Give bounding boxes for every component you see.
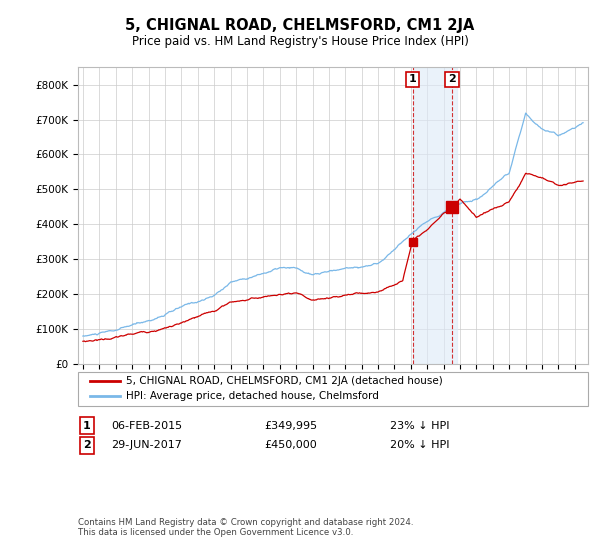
Text: HPI: Average price, detached house, Chelmsford: HPI: Average price, detached house, Chel…	[126, 391, 379, 402]
Text: 1: 1	[83, 421, 91, 431]
Text: 2: 2	[83, 440, 91, 450]
Text: £450,000: £450,000	[264, 440, 317, 450]
Text: Price paid vs. HM Land Registry's House Price Index (HPI): Price paid vs. HM Land Registry's House …	[131, 35, 469, 49]
Text: 06-FEB-2015: 06-FEB-2015	[111, 421, 182, 431]
Text: 29-JUN-2017: 29-JUN-2017	[111, 440, 182, 450]
Text: 20% ↓ HPI: 20% ↓ HPI	[390, 440, 449, 450]
Text: Contains HM Land Registry data © Crown copyright and database right 2024.
This d: Contains HM Land Registry data © Crown c…	[78, 518, 413, 538]
Text: 5, CHIGNAL ROAD, CHELMSFORD, CM1 2JA (detached house): 5, CHIGNAL ROAD, CHELMSFORD, CM1 2JA (de…	[126, 376, 443, 386]
Text: £349,995: £349,995	[264, 421, 317, 431]
Text: 2: 2	[448, 74, 456, 85]
Text: 1: 1	[409, 74, 416, 85]
Text: 23% ↓ HPI: 23% ↓ HPI	[390, 421, 449, 431]
Bar	[413, 67, 457, 364]
Text: 5, CHIGNAL ROAD, CHELMSFORD, CM1 2JA: 5, CHIGNAL ROAD, CHELMSFORD, CM1 2JA	[125, 18, 475, 32]
